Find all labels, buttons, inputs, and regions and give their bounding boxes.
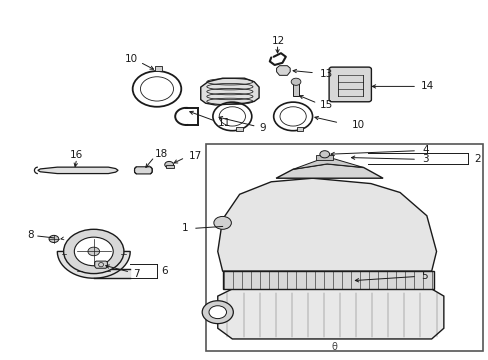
Polygon shape <box>38 167 118 174</box>
Polygon shape <box>201 78 259 105</box>
Bar <box>154 66 162 71</box>
Polygon shape <box>276 66 289 75</box>
Circle shape <box>74 237 113 266</box>
Text: 3: 3 <box>421 154 427 164</box>
Circle shape <box>319 151 329 158</box>
Text: 8: 8 <box>27 230 34 240</box>
Circle shape <box>202 301 233 324</box>
Text: 10: 10 <box>351 120 364 130</box>
Text: 16: 16 <box>70 150 83 160</box>
Text: θ: θ <box>331 342 337 352</box>
Bar <box>296 127 303 131</box>
Polygon shape <box>134 167 152 174</box>
Bar <box>236 127 242 131</box>
Text: 7: 7 <box>132 269 139 279</box>
Text: 4: 4 <box>421 145 427 156</box>
Text: 11: 11 <box>217 118 230 128</box>
Text: 12: 12 <box>271 36 285 46</box>
Polygon shape <box>276 164 382 178</box>
Text: 9: 9 <box>259 123 265 133</box>
Bar <box>165 165 174 168</box>
Text: 18: 18 <box>154 149 167 159</box>
Text: 17: 17 <box>188 151 202 161</box>
Polygon shape <box>292 157 363 169</box>
Text: 15: 15 <box>319 100 332 110</box>
Polygon shape <box>217 178 436 271</box>
Text: 1: 1 <box>182 223 188 233</box>
Text: 2: 2 <box>473 154 480 163</box>
Circle shape <box>88 247 100 256</box>
FancyBboxPatch shape <box>328 67 371 102</box>
Bar <box>205 144 482 351</box>
Circle shape <box>213 216 231 229</box>
Circle shape <box>164 161 173 168</box>
Text: 10: 10 <box>125 54 138 64</box>
Circle shape <box>208 306 226 319</box>
Text: 13: 13 <box>319 68 332 78</box>
Bar <box>222 271 433 289</box>
Polygon shape <box>57 251 130 278</box>
Bar <box>292 82 298 96</box>
Text: 14: 14 <box>420 81 433 91</box>
Bar <box>315 156 333 160</box>
Polygon shape <box>217 289 443 339</box>
Circle shape <box>63 229 123 274</box>
Circle shape <box>290 78 300 85</box>
Circle shape <box>49 235 59 243</box>
Text: 5: 5 <box>420 271 427 282</box>
Text: 6: 6 <box>161 266 167 276</box>
Polygon shape <box>95 261 107 268</box>
